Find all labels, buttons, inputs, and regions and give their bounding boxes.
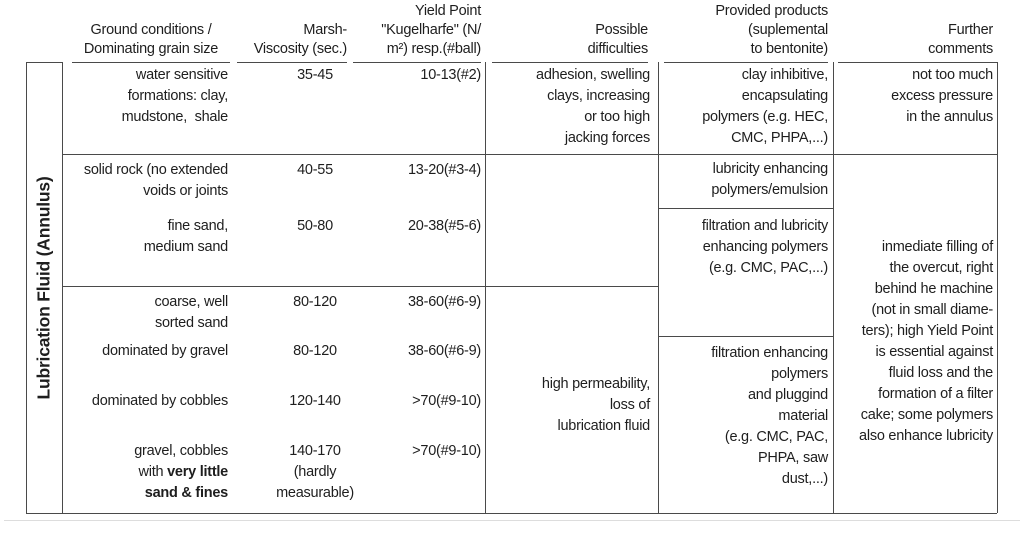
cell-products-merged-lower: filtration enhancing polymers and pluggi… [711,345,828,487]
border-comments-left [833,62,834,513]
cell-products-r3: filtration and lubricity enhancing polym… [701,218,828,276]
cell-marsh-r4: 80-120 [293,294,337,310]
cell-ground-r1: water sensitive formations: clay, mudsto… [121,67,229,125]
cell-marsh-r3: 50-80 [297,218,333,234]
header-possible-difficulties: Possible difficulties [492,21,648,63]
cell-yield-r2: 13-20(#3-4) [407,162,481,178]
cell-marsh-r6: 120-140 [289,393,341,409]
cell-yield-r3: 20-38(#5-6) [407,218,481,234]
cell-yield-r5: 38-60(#6-9) [407,343,481,359]
cell-ground-r6: dominated by cobbles [91,393,228,409]
border-products-cell3-bottom [658,336,833,337]
border-products-cell2-bottom [658,208,833,209]
header-provided-products: Provided products (suplemental to benton… [664,2,828,63]
border-row1-bottom [62,154,997,155]
border-label-column-top [26,62,62,63]
border-difficulties-left [485,62,486,513]
cell-marsh-r5: 80-120 [293,343,337,359]
cell-marsh-r2: 40-55 [297,162,333,178]
cell-yield-r6: >70(#9-10) [412,393,481,409]
header-further-comments: Further comments [838,21,997,63]
cell-yield-r1: 10-13(#2) [420,67,481,83]
border-outer-left [26,62,27,513]
header-ground-conditions: Ground conditions / Dominating grain siz… [72,21,230,63]
page-edge-shadow-line [4,520,1020,521]
border-products-left [658,62,659,513]
cell-difficulties-merged-lower: high permeability, loss of lubrication f… [541,376,650,434]
cell-yield-r7: >70(#9-10) [412,443,481,459]
border-row3-bottom [62,286,658,287]
border-outer-right [997,62,998,513]
cell-ground-r7-line2: with very little [64,462,229,483]
border-outer-bottom [26,513,997,514]
cell-products-r1: clay inhibitive, encapsulating polymers … [702,67,828,146]
cell-marsh-r1: 35-45 [297,67,333,83]
cell-difficulties-r1: adhesion, swelling clays, increasing or … [536,67,650,146]
cell-ground-r4: coarse, well sorted sand [154,294,228,331]
cell-ground-r5: dominated by gravel [102,343,228,359]
cell-marsh-r7: 140-170 (hardly measurable) [276,443,354,501]
cell-comments-merged-lower: inmediate filling of the overcut, right … [859,239,993,444]
row-group-label-lubrication-fluid-annulus: Lubrication Fluid (Annulus) [33,176,54,400]
header-yield-point: Yield Point "Kugelharfe" (N/ m²) resp.(#… [353,2,481,63]
cell-ground-r7: gravel, cobbles with very little sand & fi… [64,441,228,504]
cell-ground-r2: solid rock (no extended voids or joints [83,162,228,199]
cell-yield-r4: 38-60(#6-9) [407,294,481,310]
border-label-column-right [62,62,63,513]
cell-ground-r7-line2-prefix: with [138,464,168,480]
cell-ground-r7-line2-bold: very little [167,464,228,480]
header-marsh-viscosity: Marsh- Viscosity (sec.) [237,21,347,63]
cell-ground-r3: fine sand, medium sand [143,218,229,255]
cell-products-r2: lubricity enhancing polymers/emulsion [711,161,828,198]
cell-ground-r7-line3-bold: sand & fines [144,485,228,501]
cell-ground-r7-line1: gravel, cobbles [134,443,228,459]
cell-comments-r1: not too much excess pressure in the annu… [891,67,993,125]
cell-ground-r7-line3: sand & fines [64,483,228,504]
